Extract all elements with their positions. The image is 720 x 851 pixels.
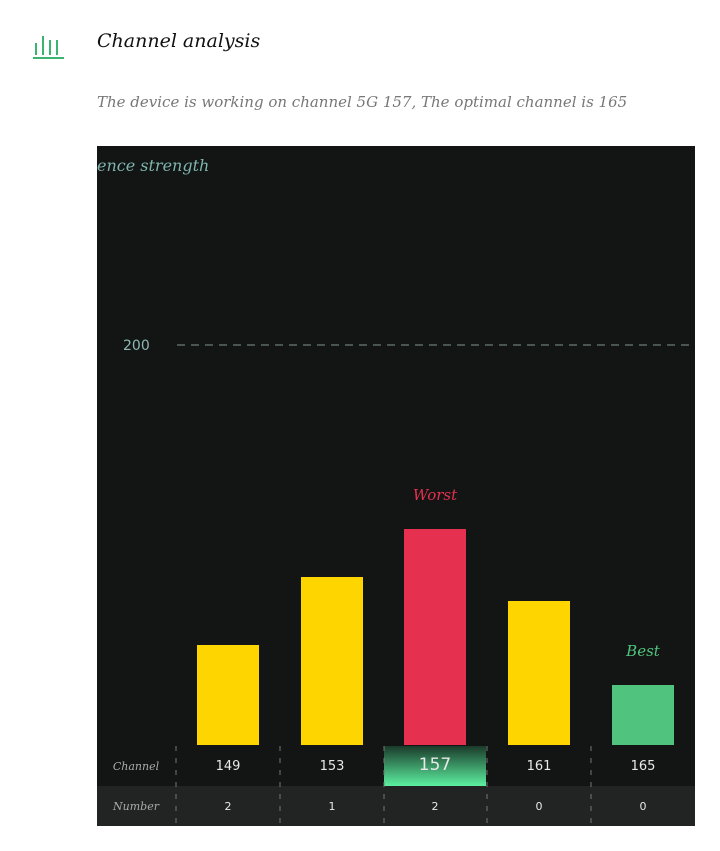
bar-165	[612, 685, 674, 745]
row-label-number: Number	[112, 800, 160, 813]
channel-cell-161: 161	[527, 759, 552, 774]
bar-157	[404, 529, 466, 745]
number-row-bg	[97, 786, 695, 826]
number-cell-161: 0	[536, 800, 543, 813]
page-title: Channel analysis	[97, 30, 261, 52]
channel-summary: The device is working on channel 5G 157,…	[97, 93, 628, 111]
number-cell-157: 2	[432, 800, 439, 813]
bar-chart-icon	[33, 36, 64, 59]
channel-cell-165: 165	[631, 759, 656, 774]
number-cell-149: 2	[225, 800, 232, 813]
channel-cell-149: 149	[216, 759, 241, 774]
bar-149	[197, 645, 259, 745]
annotation-best: Best	[625, 642, 661, 660]
row-label-channel: Channel	[113, 760, 160, 773]
selected-channel-highlight	[384, 746, 486, 786]
channel-cell-153: 153	[320, 759, 345, 774]
channel-chart: ence strength 200 149 2 153 1 157 2 161 0 165 0 Chan…	[97, 146, 695, 826]
bar-161	[508, 601, 570, 745]
number-cell-165: 0	[640, 800, 647, 813]
y-tick-label: 200	[123, 338, 150, 354]
annotation-worst: Worst	[413, 486, 458, 504]
number-cell-153: 1	[329, 800, 336, 813]
y-axis-label: ence strength	[97, 156, 209, 175]
channel-cell-157: 157	[419, 755, 451, 775]
bar-153	[301, 577, 363, 745]
chart-svg: ence strength 200 149 2 153 1 157 2 161 0 165 0 Chan…	[97, 156, 695, 826]
